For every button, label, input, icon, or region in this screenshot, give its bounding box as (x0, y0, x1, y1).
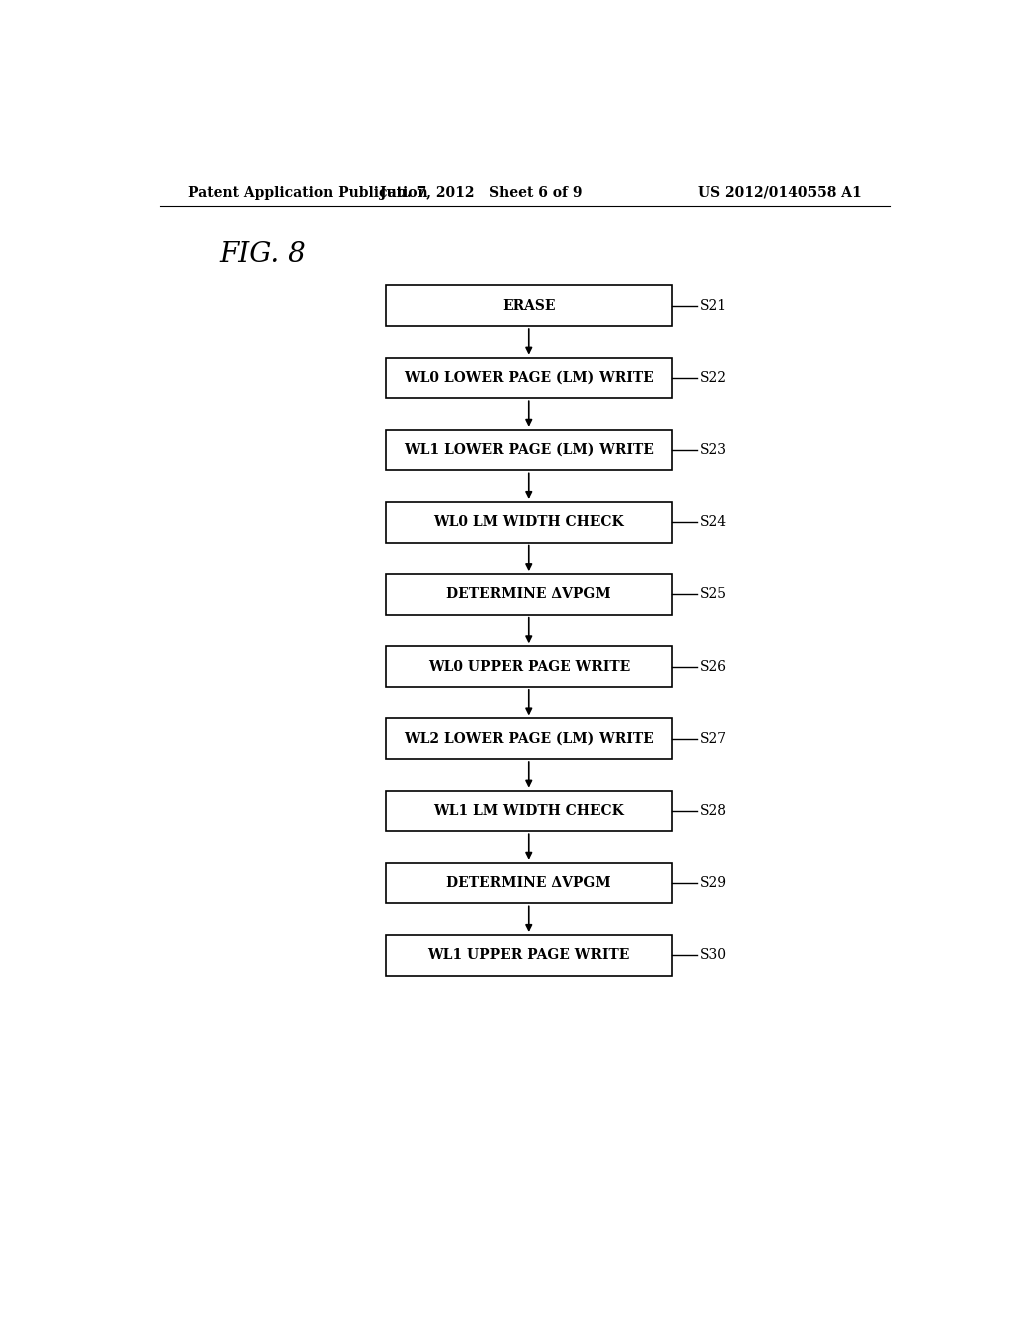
Text: WL0 UPPER PAGE WRITE: WL0 UPPER PAGE WRITE (428, 660, 630, 673)
Text: S22: S22 (700, 371, 727, 385)
Text: DETERMINE ΔVPGM: DETERMINE ΔVPGM (446, 876, 611, 890)
Text: S27: S27 (700, 731, 727, 746)
Text: S21: S21 (700, 298, 727, 313)
Text: WL0 LOWER PAGE (LM) WRITE: WL0 LOWER PAGE (LM) WRITE (403, 371, 653, 385)
Text: FIG. 8: FIG. 8 (219, 242, 306, 268)
Text: WL1 UPPER PAGE WRITE: WL1 UPPER PAGE WRITE (428, 948, 630, 962)
Text: S30: S30 (700, 948, 727, 962)
Bar (386, 647, 672, 686)
Text: WL2 LOWER PAGE (LM) WRITE: WL2 LOWER PAGE (LM) WRITE (403, 731, 653, 746)
Text: S26: S26 (700, 660, 727, 673)
Bar (386, 935, 672, 975)
Text: S24: S24 (700, 515, 727, 529)
Bar (386, 502, 672, 543)
Bar (386, 574, 672, 615)
Bar (386, 863, 672, 903)
Text: WL1 LM WIDTH CHECK: WL1 LM WIDTH CHECK (433, 804, 625, 818)
Bar (386, 791, 672, 832)
Text: Jun. 7, 2012   Sheet 6 of 9: Jun. 7, 2012 Sheet 6 of 9 (380, 186, 583, 199)
Text: S28: S28 (700, 804, 727, 818)
Text: ERASE: ERASE (502, 298, 555, 313)
Text: Patent Application Publication: Patent Application Publication (187, 186, 427, 199)
Text: S25: S25 (700, 587, 727, 602)
Bar (386, 430, 672, 470)
Text: WL0 LM WIDTH CHECK: WL0 LM WIDTH CHECK (433, 515, 625, 529)
Text: S29: S29 (700, 876, 727, 890)
Text: WL1 LOWER PAGE (LM) WRITE: WL1 LOWER PAGE (LM) WRITE (403, 444, 653, 457)
Bar (386, 285, 672, 326)
Text: US 2012/0140558 A1: US 2012/0140558 A1 (698, 186, 862, 199)
Bar (386, 358, 672, 399)
Text: DETERMINE ΔVPGM: DETERMINE ΔVPGM (446, 587, 611, 602)
Bar (386, 718, 672, 759)
Text: S23: S23 (700, 444, 727, 457)
